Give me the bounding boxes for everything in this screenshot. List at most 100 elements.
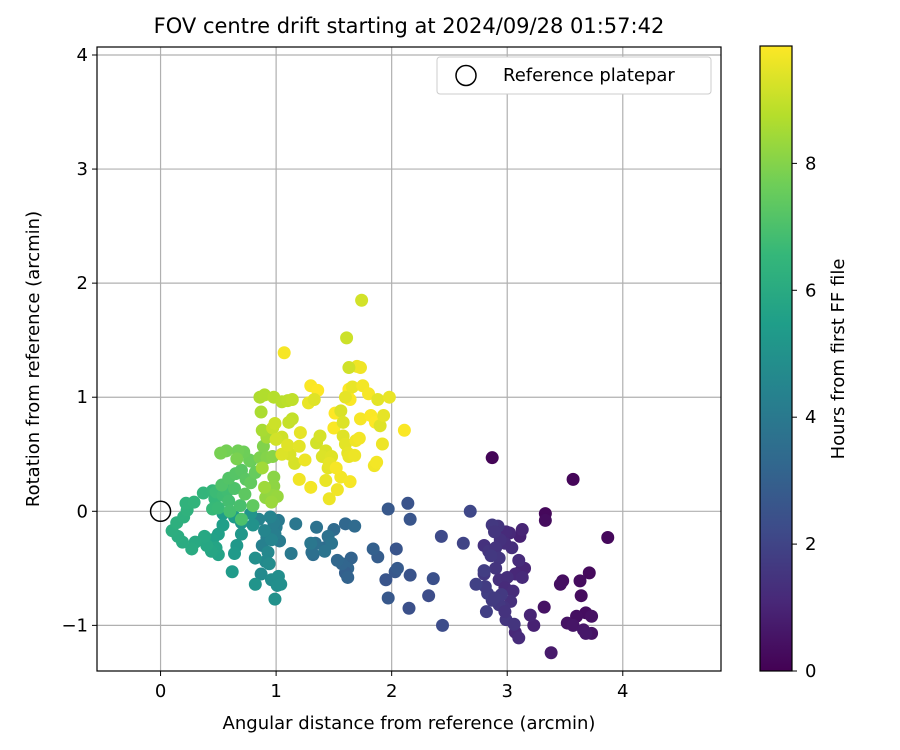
data-point xyxy=(506,584,520,598)
data-point xyxy=(537,600,551,614)
reference-platepar-marker xyxy=(149,500,172,523)
legend-open-circle-icon xyxy=(455,64,477,87)
data-point xyxy=(238,487,252,501)
colorbar: 0 2 4 6 8 Hours from first FF file xyxy=(759,45,849,682)
data-point xyxy=(313,429,327,443)
data-point xyxy=(370,455,384,469)
data-point xyxy=(469,577,483,591)
data-point xyxy=(512,553,526,567)
data-point xyxy=(355,293,369,307)
data-point xyxy=(566,618,580,632)
x-tick-label: 0 xyxy=(155,681,166,702)
data-point xyxy=(515,523,529,537)
data-point xyxy=(246,518,260,532)
data-point xyxy=(330,483,344,497)
data-point xyxy=(255,423,269,437)
data-point xyxy=(263,510,277,524)
data-point xyxy=(254,405,268,419)
data-point xyxy=(307,392,321,406)
data-point xyxy=(214,446,228,460)
colorbar-label: Hours from first FF file xyxy=(828,259,849,460)
data-point xyxy=(498,605,512,619)
data-point xyxy=(298,453,312,467)
data-point xyxy=(187,495,201,509)
x-tick-label: 3 xyxy=(501,681,512,702)
data-point xyxy=(343,475,357,489)
data-point xyxy=(489,561,503,575)
data-point xyxy=(345,380,359,394)
data-point xyxy=(573,574,587,588)
data-point xyxy=(292,472,306,486)
y-axis-ticks: −1 0 1 2 3 4 xyxy=(61,45,97,636)
data-point xyxy=(262,557,276,571)
data-point xyxy=(500,570,514,584)
data-point xyxy=(228,547,242,561)
data-point xyxy=(234,527,248,541)
grid xyxy=(97,47,721,671)
data-point xyxy=(381,591,395,605)
data-point xyxy=(233,499,247,513)
data-point xyxy=(285,392,299,406)
data-point xyxy=(456,536,470,550)
data-point xyxy=(254,567,268,581)
colorbar-tick-label: 2 xyxy=(805,534,816,555)
data-point xyxy=(274,577,288,591)
data-point xyxy=(390,561,404,575)
data-point xyxy=(366,542,380,556)
data-point xyxy=(244,476,258,490)
data-point xyxy=(334,404,348,418)
data-point xyxy=(422,589,436,603)
colorbar-tick-label: 0 xyxy=(805,661,816,682)
data-point xyxy=(185,542,199,556)
data-point xyxy=(293,426,307,440)
data-point xyxy=(348,448,362,462)
data-point xyxy=(318,544,332,558)
data-point xyxy=(304,480,318,494)
data-point xyxy=(579,626,593,640)
data-point xyxy=(512,631,526,645)
data-point xyxy=(211,501,225,515)
data-point xyxy=(246,499,260,513)
data-point xyxy=(228,481,242,495)
data-point xyxy=(397,423,411,437)
data-point xyxy=(373,419,387,433)
data-point xyxy=(255,461,269,475)
data-point xyxy=(258,480,272,494)
data-point xyxy=(436,618,450,632)
data-point xyxy=(488,525,502,539)
data-point xyxy=(488,591,502,605)
data-point xyxy=(222,494,236,508)
y-tick-label: 2 xyxy=(77,273,88,294)
data-point xyxy=(389,542,403,556)
colorbar-tick-label: 6 xyxy=(805,280,816,301)
data-point xyxy=(329,461,343,475)
scatter-points xyxy=(165,293,615,660)
data-point xyxy=(223,504,237,518)
data-point xyxy=(426,572,440,586)
data-point xyxy=(566,472,580,486)
data-point xyxy=(485,451,499,465)
data-point xyxy=(601,531,615,545)
data-point xyxy=(479,605,493,619)
data-point xyxy=(371,392,385,406)
data-point xyxy=(527,618,541,632)
data-point xyxy=(338,390,352,404)
data-point xyxy=(322,492,336,506)
data-point xyxy=(523,608,537,622)
data-point xyxy=(268,416,282,430)
data-point xyxy=(403,568,417,582)
y-tick-label: 1 xyxy=(77,387,88,408)
data-point xyxy=(544,646,558,660)
data-point xyxy=(434,529,448,543)
data-point xyxy=(342,361,356,375)
data-point xyxy=(574,589,588,603)
data-point xyxy=(377,408,391,422)
data-point xyxy=(264,533,278,547)
data-point xyxy=(292,439,306,453)
data-point xyxy=(268,592,282,606)
data-point xyxy=(282,415,296,429)
x-axis-ticks: 0 1 2 3 4 xyxy=(155,671,629,702)
x-tick-label: 4 xyxy=(617,681,628,702)
data-point xyxy=(248,577,262,591)
data-point xyxy=(401,496,415,510)
